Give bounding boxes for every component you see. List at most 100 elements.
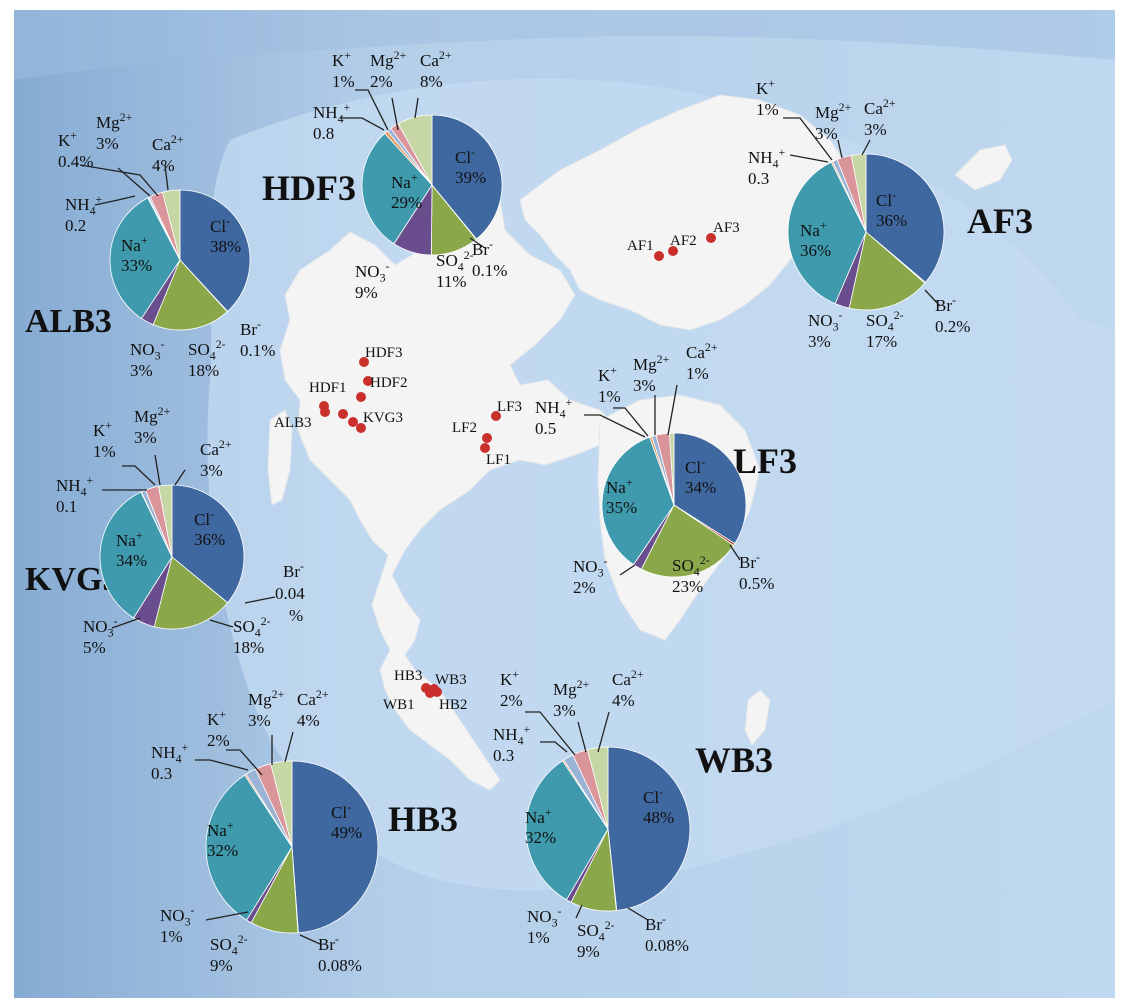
site-label: ALB3 [274, 415, 312, 431]
ion-label: SO42- [233, 614, 271, 639]
ion-label: Ca2+ [200, 437, 232, 459]
pie-slice-ca2plus [850, 153, 867, 233]
ion-label: Br- [739, 550, 760, 572]
leader-line [613, 407, 649, 437]
ion-label: Mg2+ [134, 404, 171, 426]
pie-slice-clminus [865, 153, 945, 283]
value-label: 9% [355, 283, 378, 302]
ion-label: Mg2+ [815, 100, 852, 122]
value-label: 5% [83, 638, 106, 657]
ion-label: NO3- [527, 904, 562, 929]
value-label: 3% [815, 124, 838, 143]
value-label: 0.4% [58, 152, 93, 171]
value-label: 2% [573, 578, 596, 597]
ion-label: NO3- [83, 614, 118, 639]
value-label: 32% [207, 841, 238, 860]
value-label: 17% [866, 332, 897, 351]
pie-title: HDF3 [262, 168, 356, 208]
value-label: 0.5% [739, 574, 774, 593]
pie-slice-naplus [601, 436, 675, 566]
ion-label: Br- [283, 559, 304, 581]
ion-label: Br- [318, 932, 339, 954]
leader-line [414, 97, 419, 119]
leader-line [244, 596, 276, 604]
pie-title: AF3 [967, 201, 1033, 241]
pie-slice-naplus [787, 161, 867, 305]
value-label: 0.08% [645, 936, 689, 955]
value-label: 2% [207, 731, 230, 750]
site-lf1: LF1 [480, 443, 511, 468]
site-label: HB3 [394, 668, 422, 684]
value-label: 0.1% [472, 261, 507, 280]
ion-label: Mg2+ [633, 352, 670, 374]
leader-line [469, 237, 486, 249]
pie-slice-so42minus [640, 504, 735, 578]
leader-line [209, 619, 234, 628]
site-lf3: LF3 [491, 399, 522, 421]
value-label: 3% [200, 461, 223, 480]
value-label: 0.5 [535, 419, 556, 438]
pie-slice-clminus [291, 760, 379, 934]
value-label: 49% [331, 823, 362, 842]
leader-line [789, 154, 829, 163]
ion-label: SO42- [436, 248, 474, 273]
ion-label: K+ [58, 128, 77, 150]
site-kvg3: KVG3 [338, 409, 403, 433]
pie-title: LF3 [733, 441, 797, 481]
value-label: 3% [130, 361, 153, 380]
value-label: 1% [332, 72, 355, 91]
leader-line [924, 289, 941, 307]
ion-label: NH4+ [535, 395, 573, 420]
value-label: % [289, 606, 303, 625]
pie-charts: HDF3Cl-39%Na+29%K+1%Mg2+2%Ca2+8%NH4+0.8N… [25, 48, 1033, 975]
site-markers: HDF3 HDF2 HDF1 ALB3 KVG3 LF3 LF2 LF1 AF1… [274, 220, 740, 713]
ion-label: Cl- [194, 507, 214, 529]
site-label: WB1 [383, 697, 415, 713]
ion-label: NO3- [808, 308, 843, 333]
site-label: AF3 [713, 220, 740, 236]
value-label: 38% [210, 237, 241, 256]
site-label: LF3 [497, 399, 522, 415]
leader-line [667, 384, 678, 436]
site-af3: AF3 [706, 220, 740, 243]
ion-label: NO3- [573, 554, 608, 579]
leader-line [619, 564, 636, 576]
ion-label: K+ [598, 363, 617, 385]
value-label: 3% [553, 701, 576, 720]
ion-label: Br- [645, 912, 666, 934]
pie-chart-lf3: LF3 Cl-34% Na+35% K+ 1% Mg2+ 3% Ca2+ 1% NH4+0.5 NO… [535, 340, 797, 597]
pie-slice-clminus [179, 189, 251, 312]
value-label: 34% [685, 478, 716, 497]
pie-chart-wb3: WB3 Cl-48% Na+32% K+ 2% Mg2+ 3% Ca2+ 4% NH4+0.3 NO… [493, 667, 773, 961]
site-label: LF1 [486, 452, 511, 468]
value-label: 35% [606, 498, 637, 517]
ion-label: Cl- [876, 188, 896, 210]
ion-label: SO42- [866, 308, 904, 333]
value-label: 1% [160, 927, 183, 946]
leader-line [584, 414, 646, 438]
leader-line [205, 911, 249, 921]
ion-label: Mg2+ [553, 677, 590, 699]
ion-label: Na+ [121, 233, 148, 255]
value-label: 39% [455, 168, 486, 187]
site-hdf3: HDF3 [359, 345, 403, 367]
value-label: 11% [436, 272, 467, 291]
pie-slice-ca2plus [270, 760, 293, 848]
leader-line [391, 97, 399, 131]
ion-label: NH4+ [56, 473, 94, 498]
site-alb3: ALB3 [274, 401, 330, 431]
shelf-area [14, 10, 1115, 80]
value-label: 1% [93, 442, 116, 461]
pie-chart-kvg3: KVG3Cl-36%Na+34%K+1%Mg2+3%Ca2+3%NH4+0.1N… [25, 404, 305, 657]
leader-line [627, 907, 649, 921]
value-label: 33% [121, 256, 152, 275]
ion-label: Br- [472, 237, 493, 259]
ion-label: Cl- [685, 455, 705, 477]
leader-line [79, 164, 159, 197]
ion-label: NH4+ [65, 192, 103, 217]
site-lf2: LF2 [452, 420, 492, 443]
value-label: 0.08% [318, 956, 362, 975]
site-hdf2: HDF2 [363, 375, 408, 391]
leader-line [340, 117, 385, 131]
